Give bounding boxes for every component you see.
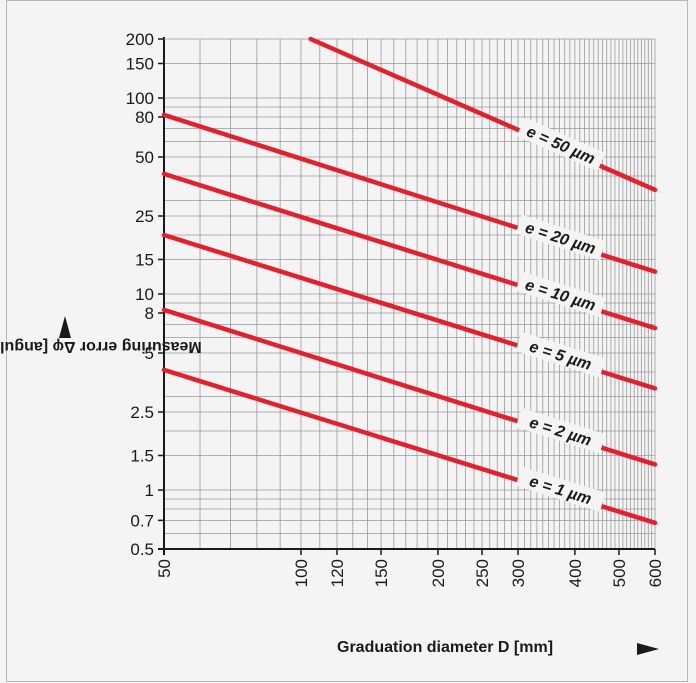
y-tick-label: 10 [135, 285, 154, 304]
y-tick-label: 0.5 [130, 540, 154, 559]
y-tick-label: 15 [135, 250, 154, 269]
line-chart: 50 100 120 150 200 250 300 400 500 600 0.5 0.7 1 1.5… [126, 30, 665, 587]
series-label-bg [515, 466, 606, 512]
series-label-bg [515, 271, 606, 317]
series-label: e = 20 µm [523, 220, 598, 258]
y-tick-label: 5 [145, 344, 154, 363]
series-label-bg [516, 117, 606, 172]
y-tick-label: 150 [126, 54, 154, 73]
y-tick-label: 0.7 [130, 511, 154, 530]
y-tick-label: 200 [126, 30, 154, 49]
y-tick-label: 8 [145, 304, 154, 323]
y-axis-arrow-icon [58, 316, 71, 338]
series-label-group: e = 1 µm [515, 466, 606, 512]
x-tick-label: 100 [292, 559, 311, 587]
series-label-bg [515, 407, 606, 454]
x-tick-labels: 50 100 120 150 200 250 300 400 500 600 [155, 559, 665, 587]
x-tick-label: 250 [473, 559, 492, 587]
y-tick-label: 100 [126, 89, 154, 108]
y-tick-label: 1 [145, 481, 154, 500]
x-tick-label: 400 [566, 559, 585, 587]
series-label: e = 10 µm [523, 277, 598, 315]
series-line [308, 36, 658, 193]
series-label-group: e = 2 µm [515, 407, 606, 454]
series-label-bg [515, 332, 606, 378]
x-tick-label: 600 [646, 559, 665, 587]
x-tick-label: 200 [429, 559, 448, 587]
series-labels: e = 50 µm e = 20 µm e = 10 µm e = 5 µm e = 2… [515, 117, 606, 512]
series-label-group: e = 50 µm [516, 117, 606, 172]
y-tick-label: 50 [135, 148, 154, 167]
series-label-group: e = 20 µm [515, 214, 606, 261]
y-axis-label: Measuring error Δφ [angular seconds] [0, 316, 202, 355]
y-tick-label: 25 [135, 207, 154, 226]
y-tick-label: 2.5 [130, 403, 154, 422]
x-axis-arrow-icon [637, 643, 659, 655]
series-label-group: e = 5 µm [515, 332, 606, 378]
y-tick-label: 80 [135, 108, 154, 127]
series-label-bg [515, 214, 606, 261]
y-tick-label: 1.5 [130, 446, 154, 465]
x-axis-label: Graduation diameter D [mm] [337, 639, 554, 656]
x-tick-label: 150 [372, 559, 391, 587]
series-label-group: e = 10 µm [515, 271, 606, 317]
x-tick-label: 120 [328, 559, 347, 587]
series-lines [161, 36, 658, 526]
x-tick-label: 50 [155, 559, 174, 578]
x-tick-label: 300 [509, 559, 528, 587]
x-tick-label: 500 [610, 559, 629, 587]
